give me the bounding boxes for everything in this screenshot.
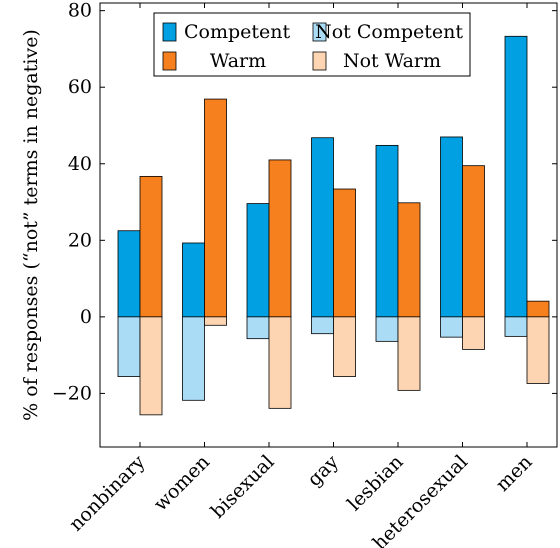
- bar-competent-lesbian: [375, 144, 399, 318]
- bar-warm-heterosexual: [462, 165, 485, 318]
- bar-not-competent-bisexual: [246, 316, 270, 340]
- bar-not-competent-lesbian: [375, 316, 399, 342]
- bar-warm-lesbian: [397, 202, 421, 318]
- bar-not-warm-lesbian: [397, 316, 421, 391]
- y-tick-label: 40: [68, 153, 92, 175]
- legend: Competent Not Competent Warm Not Warm: [153, 12, 471, 77]
- y-tick-label: 0: [80, 306, 92, 328]
- bar-warm-men: [526, 300, 550, 318]
- bar-not-warm-bisexual: [268, 316, 292, 409]
- x-tick-label: lesbian: [343, 451, 407, 515]
- legend-label: Competent: [184, 21, 291, 43]
- bar-warm-nonbinary: [139, 175, 163, 318]
- legend-entry: Competent: [162, 21, 291, 43]
- bar-warm-bisexual: [268, 159, 292, 318]
- bar-not-warm-nonbinary: [139, 316, 163, 416]
- y-axis-title: % of responses (“not” terms in negative): [20, 29, 42, 421]
- bar-not-warm-heterosexual: [462, 316, 485, 350]
- bar-not-warm-gay: [333, 316, 356, 377]
- legend-label: Warm: [210, 50, 266, 72]
- bar-competent-bisexual: [246, 203, 270, 318]
- x-tick-label: women: [150, 451, 214, 515]
- plot-frame: [99, 2, 558, 448]
- bar-competent-nonbinary: [117, 230, 141, 318]
- y-tick-label: 20: [68, 229, 92, 251]
- legend-label: Not Warm: [343, 50, 441, 72]
- y-axis: −20 0 20 40 60 80: [52, 0, 557, 404]
- x-tick-label: nonbinary: [65, 451, 150, 536]
- legend-label: Not Competent: [315, 21, 463, 43]
- legend-entry: Warm: [162, 50, 266, 72]
- bar-not-competent-women: [182, 316, 205, 401]
- bar-competent-gay: [311, 137, 334, 318]
- bar-not-competent-men: [504, 316, 528, 337]
- bar-competent-heterosexual: [440, 136, 463, 318]
- bar-not-competent-nonbinary: [117, 316, 141, 377]
- x-tick-label: gay: [303, 451, 343, 491]
- y-tick-label: 60: [68, 76, 92, 98]
- legend-box: [153, 12, 471, 77]
- bar-not-competent-gay: [311, 316, 334, 335]
- x-tick-label: men: [492, 451, 537, 496]
- bar-competent-women: [182, 242, 205, 318]
- x-tick-label: bisexual: [207, 451, 279, 523]
- legend-swatch: [162, 22, 177, 42]
- bar-competent-men: [504, 35, 528, 318]
- bar-not-competent-heterosexual: [440, 316, 463, 338]
- legend-swatch: [312, 22, 327, 42]
- bar-warm-women: [204, 98, 227, 318]
- legend-swatch: [162, 51, 177, 71]
- y-tick-label: 80: [68, 0, 92, 22]
- bar-not-warm-men: [526, 316, 550, 384]
- bar-not-warm-women: [204, 316, 227, 326]
- y-tick-label: −20: [52, 382, 92, 404]
- plot-area: [117, 35, 550, 416]
- bar-warm-gay: [333, 188, 356, 318]
- legend-entry: Not Competent: [312, 21, 463, 43]
- legend-entry: Not Warm: [312, 50, 441, 72]
- legend-swatch: [312, 51, 327, 71]
